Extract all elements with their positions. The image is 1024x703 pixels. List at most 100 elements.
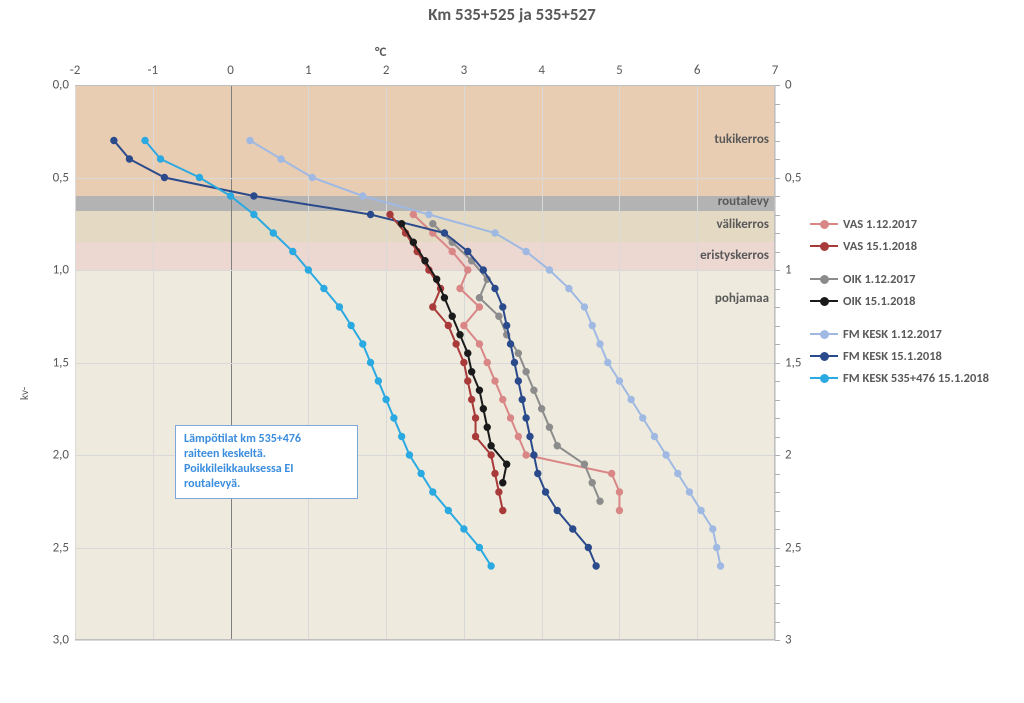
legend-label: VAS 15.1.2018 <box>843 239 917 254</box>
y-right-minor-tick <box>775 585 780 586</box>
layer-band <box>75 211 775 242</box>
y-left-tick-label: 1,0 <box>39 263 69 278</box>
legend-label: OIK 1.12.2017 <box>843 272 915 287</box>
y-right-minor-tick <box>775 104 780 105</box>
legend-item: FM KESK 15.1.2018 <box>810 347 989 365</box>
y-right-minor-tick <box>775 141 780 142</box>
y-right-minor-tick <box>775 511 780 512</box>
y-axis-label: kv- <box>18 387 31 400</box>
legend-swatch <box>810 294 838 308</box>
x-tick-label: 7 <box>772 63 779 78</box>
legend: VAS 1.12.2017VAS 15.1.2018OIK 1.12.2017O… <box>810 215 989 402</box>
y-left-tick-label: 1,5 <box>39 355 69 370</box>
y-right-minor-tick <box>775 326 780 327</box>
h-gridline <box>75 270 775 271</box>
y-right-minor-tick <box>775 252 780 253</box>
layer-label: tukikerros <box>714 132 769 147</box>
h-gridline <box>75 363 775 364</box>
x-tick-label: -1 <box>147 63 158 78</box>
y-left-tick-label: 2,0 <box>39 448 69 463</box>
layer-label: välikerros <box>717 217 769 232</box>
annotation-box: Lämpötilat km 535+476raiteen keskeltä.Po… <box>175 425 358 499</box>
y-right-minor-tick <box>775 178 780 179</box>
y-right-tick-label: 2 <box>785 448 792 463</box>
y-right-minor-tick <box>775 270 780 271</box>
legend-label: VAS 1.12.2017 <box>843 217 917 232</box>
x-tick-label: 6 <box>694 63 701 78</box>
layer-label: eristyskerros <box>700 248 769 263</box>
x-tick-label: -2 <box>70 63 81 78</box>
legend-label: FM KESK 15.1.2018 <box>843 349 942 364</box>
y-right-tick-label: 0,5 <box>785 170 801 185</box>
y-right-minor-tick <box>775 566 780 567</box>
y-right-minor-tick <box>775 548 780 549</box>
legend-group: FM KESK 1.12.2017 FM KESK 15.1.2018 FM KES… <box>810 325 989 387</box>
chart-container: Km 535+525 ja 535+527 °C kv- tukikerros r… <box>0 0 1024 703</box>
x-tick-label: 2 <box>383 63 390 78</box>
legend-group: OIK 1.12.2017 OIK 15.1.2018 <box>810 270 989 310</box>
y-right-minor-tick <box>775 622 780 623</box>
legend-swatch <box>810 217 838 231</box>
y-right-minor-tick <box>775 437 780 438</box>
y-right-minor-tick <box>775 529 780 530</box>
legend-item: OIK 15.1.2018 <box>810 292 989 310</box>
y-left-tick-label: 3,0 <box>39 633 69 648</box>
legend-item: VAS 15.1.2018 <box>810 237 989 255</box>
y-right-minor-tick <box>775 215 780 216</box>
y-right-minor-tick <box>775 603 780 604</box>
legend-swatch <box>810 239 838 253</box>
layer-band <box>75 85 775 196</box>
y-right-minor-tick <box>775 474 780 475</box>
y-right-minor-tick <box>775 196 780 197</box>
y-left-tick-label: 0,5 <box>39 170 69 185</box>
layer-label: pohjamaa <box>715 291 769 306</box>
x-tick-label: 5 <box>616 63 623 78</box>
x-tick-label: 0 <box>227 63 234 78</box>
y-right-minor-tick <box>775 85 780 86</box>
y-right-tick-label: 0 <box>785 78 792 93</box>
legend-label: FM KESK 535+476 15.1.2018 <box>843 371 989 386</box>
y-right-minor-tick <box>775 307 780 308</box>
x-axis-title: °C <box>375 45 386 60</box>
y-right-minor-tick <box>775 418 780 419</box>
y-right-tick-label: 1 <box>785 263 792 278</box>
y-right-minor-tick <box>775 122 780 123</box>
legend-group: VAS 1.12.2017 VAS 15.1.2018 <box>810 215 989 255</box>
legend-item: OIK 1.12.2017 <box>810 270 989 288</box>
legend-label: FM KESK 1.12.2017 <box>843 327 942 342</box>
layer-label: routalevy <box>718 194 769 209</box>
x-tick-label: 3 <box>461 63 468 78</box>
h-gridline <box>75 178 775 179</box>
y-right-minor-tick <box>775 344 780 345</box>
layer-band <box>75 196 775 211</box>
y-right-tick-label: 2,5 <box>785 540 801 555</box>
legend-swatch <box>810 272 838 286</box>
y-left-tick-label: 2,5 <box>39 540 69 555</box>
legend-item: VAS 1.12.2017 <box>810 215 989 233</box>
y-right-tick-label: 3 <box>785 633 792 648</box>
y-right-minor-tick <box>775 363 780 364</box>
y-right-minor-tick <box>775 455 780 456</box>
y-right-minor-tick <box>775 492 780 493</box>
y-right-minor-tick <box>775 159 780 160</box>
chart-title: Km 535+525 ja 535+527 <box>0 4 1024 25</box>
y-right-minor-tick <box>775 640 780 641</box>
h-gridline <box>75 640 775 641</box>
legend-label: OIK 15.1.2018 <box>843 294 915 309</box>
legend-swatch <box>810 327 838 341</box>
y-right-minor-tick <box>775 289 780 290</box>
y-right-minor-tick <box>775 381 780 382</box>
y-right-tick-label: 1,5 <box>785 355 801 370</box>
x-tick-label: 1 <box>305 63 312 78</box>
legend-item: FM KESK 1.12.2017 <box>810 325 989 343</box>
legend-swatch <box>810 371 838 385</box>
layer-band <box>75 242 775 270</box>
legend-swatch <box>810 349 838 363</box>
y-right-minor-tick <box>775 400 780 401</box>
y-right-minor-tick <box>775 233 780 234</box>
h-gridline <box>75 548 775 549</box>
x-tick-label: 4 <box>538 63 545 78</box>
y-left-tick-label: 0,0 <box>39 78 69 93</box>
plot-area: tukikerros routalevy välikerros eristyskerr… <box>75 85 775 640</box>
legend-item: FM KESK 535+476 15.1.2018 <box>810 369 989 387</box>
